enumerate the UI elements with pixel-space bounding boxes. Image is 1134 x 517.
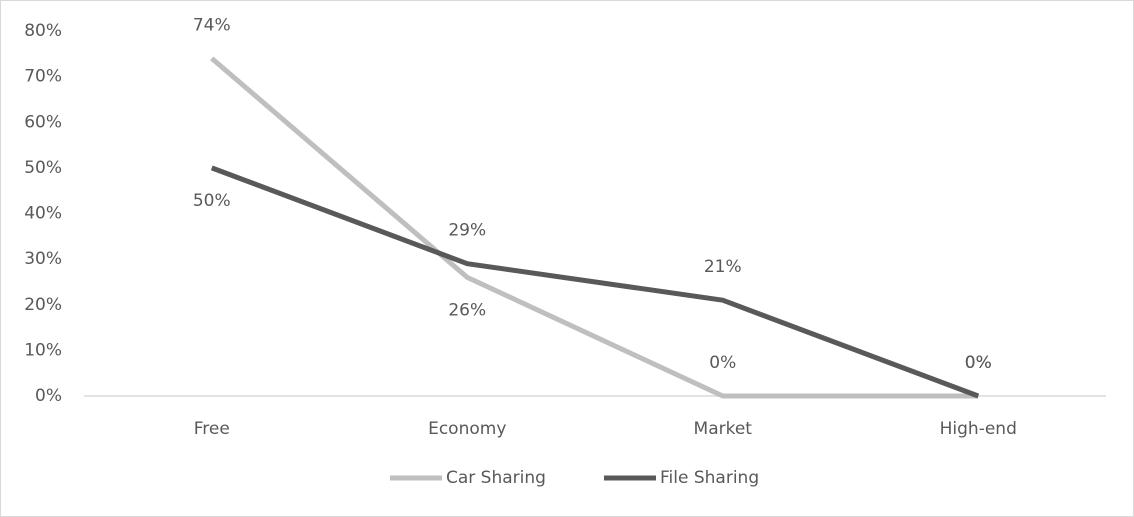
x-tick-label: High-end: [940, 419, 1017, 439]
data-label: 74%: [193, 15, 231, 35]
series-line: [210, 165, 980, 399]
legend-label: File Sharing: [660, 468, 759, 488]
data-label: 50%: [193, 191, 231, 211]
y-tick-label: 10%: [24, 340, 62, 360]
series-line: [210, 56, 979, 399]
x-tick-label: Free: [194, 419, 230, 439]
data-label: 0%: [965, 353, 992, 373]
x-tick-label: Market: [694, 419, 753, 439]
data-label: 26%: [448, 300, 486, 320]
y-tick-label: 40%: [24, 204, 62, 224]
legend-label: Car Sharing: [446, 468, 546, 488]
data-label: 21%: [704, 257, 742, 277]
y-tick-label: 20%: [24, 295, 62, 315]
data-label: 0%: [965, 353, 992, 373]
y-tick-label: 70%: [24, 67, 62, 87]
y-tick-label: 80%: [24, 21, 62, 41]
y-tick-label: 30%: [24, 249, 62, 269]
y-tick-label: 0%: [35, 386, 62, 406]
x-tick-label: Economy: [428, 419, 506, 439]
data-label: 0%: [709, 353, 736, 373]
data-label: 29%: [448, 221, 486, 241]
y-tick-label: 60%: [24, 112, 62, 132]
y-tick-label: 50%: [24, 158, 62, 178]
